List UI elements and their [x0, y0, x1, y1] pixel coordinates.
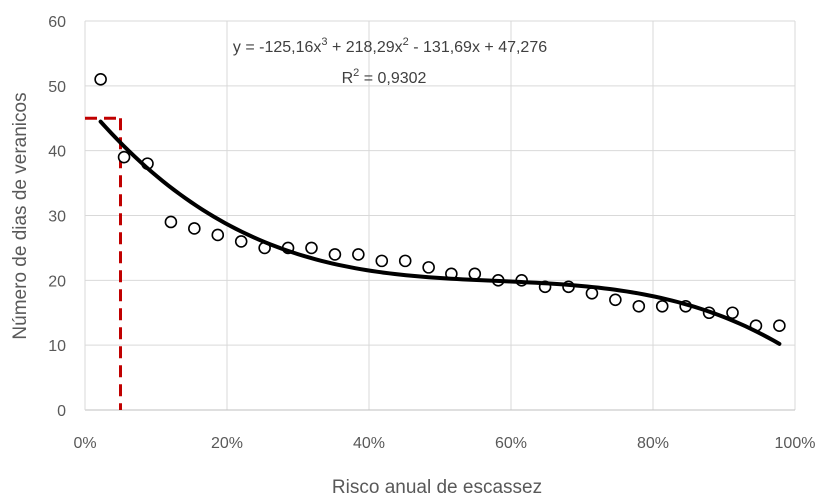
data-point	[164, 215, 178, 229]
x-tick-label: 100%	[775, 435, 816, 452]
y-axis-ticks: 0 10 20 30 40 50 60	[48, 14, 66, 420]
x-tick-label: 0%	[73, 435, 96, 452]
x-tick-label: 60%	[495, 435, 527, 452]
data-point	[655, 299, 669, 313]
data-point	[234, 235, 248, 248]
data-point	[398, 254, 412, 268]
data-point	[188, 222, 201, 235]
r-squared-label: R2 = 0,9302	[342, 67, 427, 87]
data-point	[585, 286, 599, 300]
reference-lines	[85, 116, 122, 410]
y-tick-label: 20	[48, 273, 66, 290]
data-point	[117, 150, 131, 164]
data-point	[305, 241, 318, 255]
data-point	[94, 73, 107, 86]
data-point	[609, 293, 622, 307]
y-tick-label: 60	[48, 14, 66, 31]
grid-lines	[85, 20, 796, 410]
scatter-series	[94, 73, 786, 333]
y-tick-label: 30	[48, 209, 66, 226]
y-axis-title: Número de dias de veranicos	[10, 92, 31, 339]
y-tick-label: 40	[48, 144, 66, 161]
data-point	[422, 261, 435, 274]
data-point	[352, 248, 365, 261]
x-axis-ticks: 0% 20% 40% 60% 80% 100%	[73, 435, 815, 452]
trendline	[98, 119, 782, 346]
data-point	[773, 319, 786, 333]
equation-label: y = -125,16x3 + 218,29x2 - 131,69x + 47,…	[233, 36, 547, 56]
x-tick-label: 20%	[211, 435, 243, 452]
y-tick-label: 50	[48, 79, 66, 96]
data-point	[328, 248, 342, 261]
data-point	[632, 299, 646, 313]
y-tick-label: 0	[57, 403, 66, 420]
y-tick-label: 10	[48, 338, 66, 355]
axes	[84, 21, 795, 411]
data-point	[468, 267, 482, 281]
x-tick-label: 40%	[353, 435, 385, 452]
data-point	[211, 228, 225, 242]
x-tick-label: 80%	[637, 435, 669, 452]
data-point	[375, 254, 389, 268]
x-axis-title: Risco anual de escassez	[332, 477, 542, 498]
data-point	[726, 306, 739, 320]
